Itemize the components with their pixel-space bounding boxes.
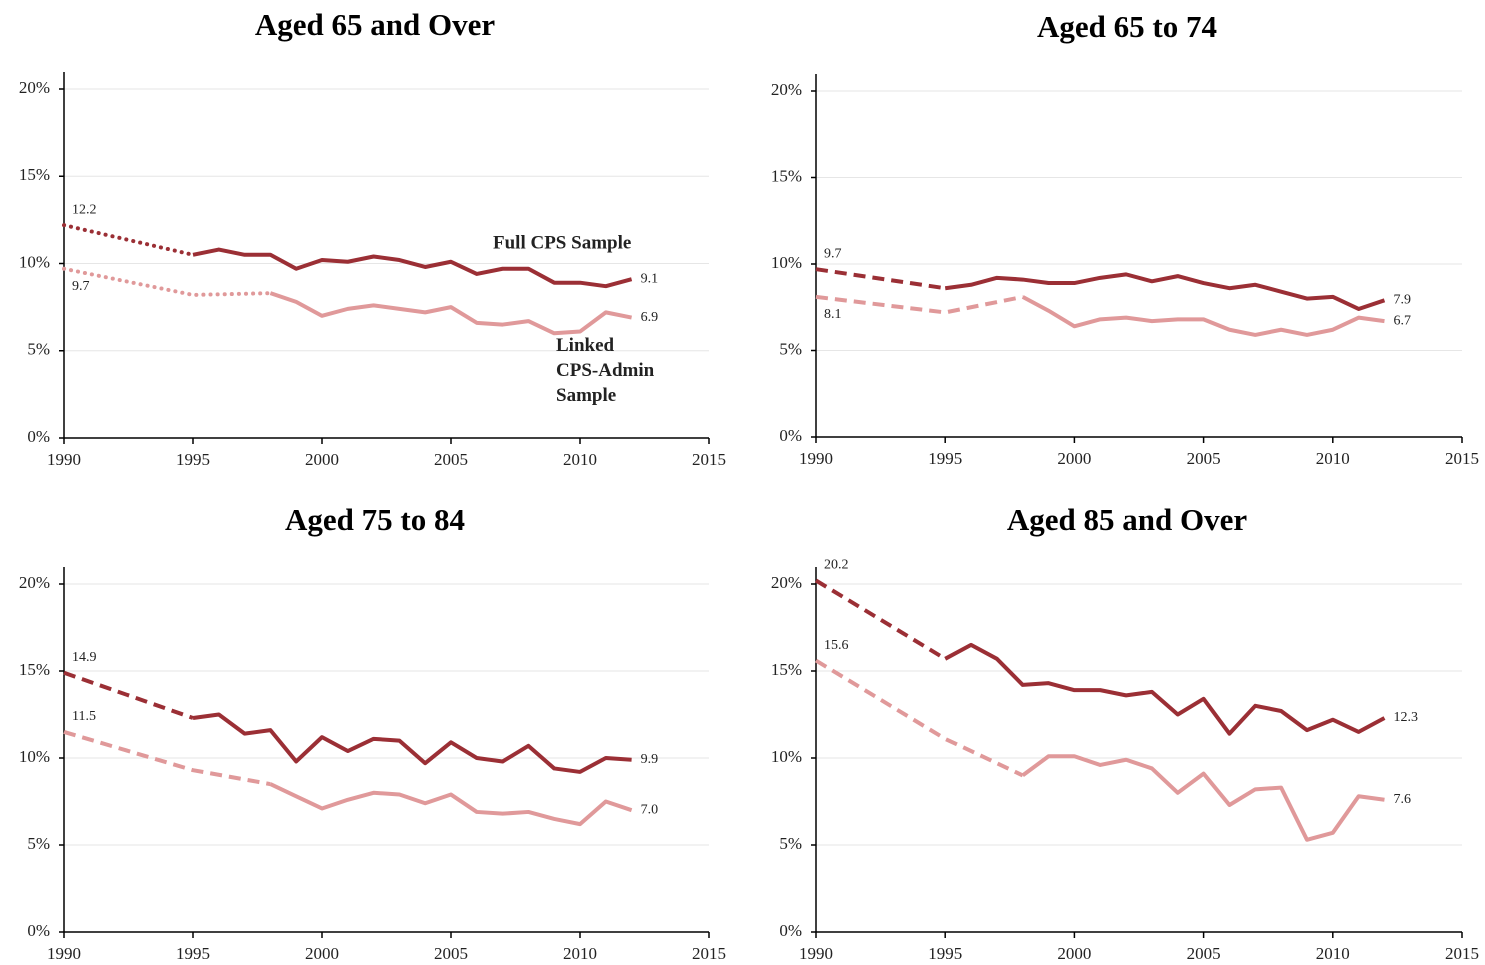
- x-tick-label: 2005: [434, 944, 468, 963]
- x-tick-label: 2005: [434, 450, 468, 469]
- series-line: [192, 712, 632, 774]
- x-tick-label: 2010: [1316, 944, 1350, 963]
- y-tick-label: 10%: [771, 253, 802, 272]
- value-label: 9.7: [72, 279, 90, 294]
- value-label: 9.1: [641, 271, 659, 286]
- x-tick-label: 2015: [692, 450, 726, 469]
- x-tick-label: 2005: [1187, 449, 1221, 468]
- panel-title: Aged 75 to 84: [285, 502, 465, 537]
- y-tick-label: 10%: [771, 747, 802, 766]
- y-tick-label: 15%: [19, 660, 50, 679]
- y-tick-label: 10%: [19, 252, 50, 271]
- y-tick-label: 5%: [27, 834, 50, 853]
- y-tick-label: 0%: [779, 921, 802, 940]
- y-tick-label: 20%: [771, 573, 802, 592]
- legend-label: Linked CPS-Admin Sample: [556, 335, 659, 406]
- panel: Aged 65 to 74 0% 5% 10% 15% 20% 1990 1995 2000 20…: [771, 9, 1479, 468]
- x-tick-label: 1990: [47, 944, 81, 963]
- panel: Aged 85 and Over 0% 5% 10% 15% 20% 1990 1995 200…: [771, 502, 1479, 963]
- series-line: [192, 247, 633, 289]
- value-label: 7.9: [1393, 293, 1411, 308]
- y-tick-label: 5%: [27, 340, 50, 359]
- panel: Aged 65 and Over 0% 5% 10% 15% 20% 1990 1995 200…: [19, 7, 726, 469]
- value-label: 6.7: [1393, 313, 1411, 328]
- x-tick-label: 2005: [1187, 944, 1221, 963]
- series-line-interpolated: [62, 266, 273, 297]
- value-label: 20.2: [824, 558, 849, 573]
- value-label: 12.2: [72, 202, 97, 217]
- x-tick-label: 1995: [176, 450, 210, 469]
- series-line-interpolated: [815, 294, 1024, 315]
- x-tick-label: 2010: [563, 944, 597, 963]
- value-label: 15.6: [824, 638, 849, 653]
- y-tick-label: 0%: [779, 426, 802, 445]
- y-tick-label: 15%: [771, 166, 802, 185]
- series-line: [944, 272, 1386, 311]
- series-line-interpolated: [63, 729, 271, 787]
- panel-title: Aged 65 to 74: [1037, 9, 1217, 44]
- value-label: 8.1: [824, 307, 842, 322]
- y-tick-label: 20%: [19, 78, 50, 97]
- y-tick-label: 15%: [19, 165, 50, 184]
- y-tick-label: 15%: [771, 660, 802, 679]
- y-tick-label: 5%: [779, 339, 802, 358]
- series-line: [1021, 754, 1385, 842]
- series-line: [269, 291, 632, 336]
- panel-title: Aged 65 and Over: [255, 7, 495, 42]
- series-line-interpolated: [814, 578, 947, 661]
- y-tick-label: 5%: [779, 834, 802, 853]
- value-label: 7.0: [641, 802, 659, 817]
- panel: Aged 75 to 84 0% 5% 10% 15% 20% 1990 1995 2000 20…: [19, 502, 726, 963]
- x-tick-label: 1990: [47, 450, 81, 469]
- value-label: 14.9: [72, 650, 97, 665]
- y-tick-label: 20%: [19, 573, 50, 592]
- x-tick-label: 2010: [1316, 449, 1350, 468]
- series-line: [1021, 295, 1385, 337]
- value-label: 7.6: [1393, 792, 1411, 807]
- value-label: 12.3: [1393, 710, 1418, 725]
- panel-title: Aged 85 and Over: [1007, 502, 1247, 537]
- series-line: [944, 642, 1386, 736]
- x-tick-label: 1995: [928, 944, 962, 963]
- x-tick-label: 1990: [799, 449, 833, 468]
- series-line: [269, 782, 633, 827]
- value-label: 6.9: [641, 310, 659, 325]
- x-tick-label: 1990: [799, 944, 833, 963]
- series-line-interpolated: [63, 670, 194, 720]
- value-label: 11.5: [72, 709, 96, 724]
- x-tick-label: 1995: [928, 449, 962, 468]
- x-tick-label: 2000: [1057, 449, 1091, 468]
- y-tick-label: 10%: [19, 747, 50, 766]
- x-tick-label: 2015: [1445, 944, 1479, 963]
- y-tick-label: 0%: [27, 921, 50, 940]
- series-line-interpolated: [62, 223, 195, 257]
- x-tick-label: 2010: [563, 450, 597, 469]
- x-tick-label: 2000: [1057, 944, 1091, 963]
- value-label: 9.9: [641, 752, 659, 767]
- value-label: 9.7: [824, 246, 842, 261]
- legend-label: Full CPS Sample: [493, 232, 631, 253]
- x-tick-label: 2015: [692, 944, 726, 963]
- y-tick-label: 0%: [27, 427, 50, 446]
- x-tick-label: 2000: [305, 944, 339, 963]
- x-tick-label: 2000: [305, 450, 339, 469]
- y-tick-label: 20%: [771, 80, 802, 99]
- series-line-interpolated: [815, 267, 946, 291]
- x-tick-label: 2015: [1445, 449, 1479, 468]
- x-tick-label: 1995: [176, 944, 210, 963]
